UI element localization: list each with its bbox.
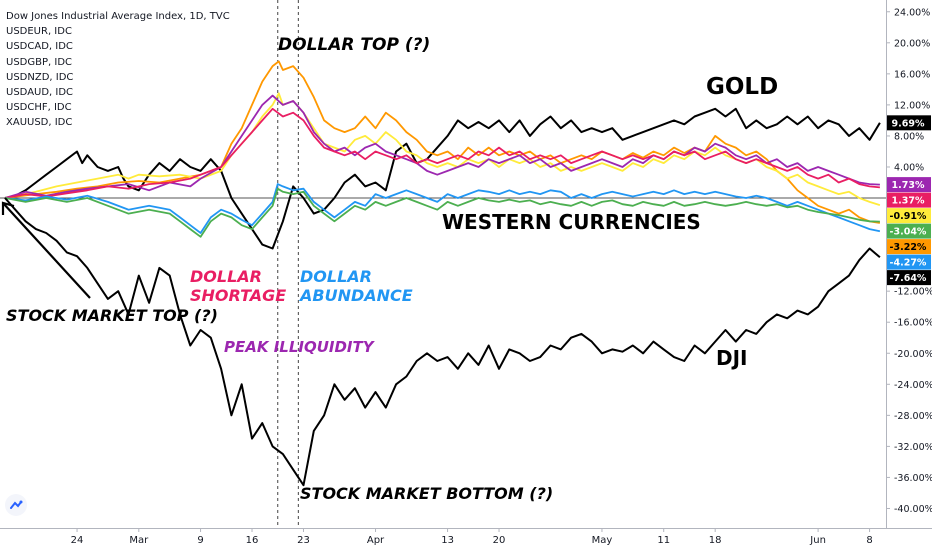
legend-item[interactable]: USDEUR, IDC xyxy=(6,26,72,38)
last-value-text: -7.64% xyxy=(890,273,927,284)
legend-item[interactable]: USDAUD, IDC xyxy=(6,87,74,99)
legend-item[interactable]: USDNZD, IDC xyxy=(6,71,74,83)
y-tick-label: -20.00% xyxy=(894,349,932,360)
x-tick-label: 18 xyxy=(709,535,722,546)
dollar-top-label: DOLLAR TOP (?) xyxy=(278,35,430,55)
gold-label: GOLD xyxy=(706,74,778,100)
last-value-badge xyxy=(887,192,931,208)
x-tick-label: 11 xyxy=(657,535,670,546)
y-tick-label: 20.00% xyxy=(894,38,930,49)
last-value-text: 1.73% xyxy=(892,180,925,191)
x-tick-label: 8 xyxy=(866,535,872,546)
x-tick-label: 20 xyxy=(493,535,506,546)
legend-item[interactable]: USDCAD, IDC xyxy=(6,41,73,53)
price-axis[interactable]: 24.00% 20.00% 16.00% 12.00% 8.00% 4.00% -12.00… xyxy=(886,7,932,515)
last-value-badges: 9.69% 1.73% 1.37% -0.91% -3.04% -3.22% -4.27% -… xyxy=(887,115,931,286)
peak-illiquidity-label: PEAK ILLIQUIDITY xyxy=(224,338,376,356)
y-tick-label: 8.00% xyxy=(894,131,924,142)
series-lines xyxy=(4,60,881,487)
x-tick-label: 23 xyxy=(297,535,310,546)
last-value-text: -0.91% xyxy=(890,211,927,222)
stock-top-arrowhead xyxy=(1,201,15,215)
y-tick-label: -24.00% xyxy=(894,380,932,391)
x-tick-label: Mar xyxy=(129,535,149,546)
y-tick-label: 24.00% xyxy=(894,7,930,18)
series-line xyxy=(4,183,881,234)
y-tick-label: -40.00% xyxy=(894,504,932,515)
y-tick-label: 16.00% xyxy=(894,69,930,80)
x-tick-label: Apr xyxy=(367,535,385,546)
legend-item[interactable]: USDGBP, IDC xyxy=(6,56,72,68)
last-value-badge xyxy=(887,177,931,193)
y-tick-label: -36.00% xyxy=(894,473,932,484)
x-tick-label: 16 xyxy=(246,535,259,546)
last-value-badge xyxy=(887,208,931,224)
y-tick-label: 12.00% xyxy=(894,100,930,111)
legend-item[interactable]: XAUUSD, IDC xyxy=(6,117,73,129)
last-value-badge xyxy=(887,254,931,270)
x-tick-label: May xyxy=(592,535,613,546)
last-value-text: -3.22% xyxy=(890,242,927,253)
last-value-badge xyxy=(887,115,931,131)
y-tick-label: 4.00% xyxy=(894,162,924,173)
x-tick-label: 13 xyxy=(441,535,454,546)
tradingview-logo-icon xyxy=(10,500,23,509)
western-currencies-label: WESTERN CURRENCIES xyxy=(442,210,701,234)
dollar-shortage-line1: DOLLAR xyxy=(190,267,262,286)
x-tick-label: 24 xyxy=(71,535,84,546)
series-line xyxy=(4,107,880,199)
dollar-shortage-line2: SHORTAGE xyxy=(190,286,286,305)
stock-top-arrow xyxy=(2,202,91,299)
x-tick-label: Jun xyxy=(809,535,826,546)
dji-label: DJI xyxy=(716,346,747,370)
last-value-text: 9.69% xyxy=(892,118,925,129)
last-value-badge xyxy=(887,223,931,239)
last-value-text: -4.27% xyxy=(890,258,927,269)
x-tick-label: 9 xyxy=(197,535,203,546)
last-value-badge xyxy=(887,239,931,255)
tradingview-logo[interactable] xyxy=(5,494,27,516)
dollar-abundance-line1: DOLLAR xyxy=(300,267,372,286)
series-line xyxy=(4,187,880,238)
last-value-text: 1.37% xyxy=(892,196,925,207)
stock-market-bottom-label: STOCK MARKET BOTTOM (?) xyxy=(300,484,553,503)
y-tick-label: -28.00% xyxy=(894,411,932,422)
series-line xyxy=(4,94,880,199)
series-legend: Dow Jones Industrial Average Index, 1D, … xyxy=(6,9,230,131)
y-tick-label: -32.00% xyxy=(894,442,932,453)
last-value-badge xyxy=(887,270,931,286)
time-axis[interactable]: 24 Mar 9 16 23 Apr 13 20 May 11 18 Jun 8 xyxy=(71,528,873,546)
legend-item[interactable]: USDCHF, IDC xyxy=(6,102,72,114)
dollar-abundance-line2: ABUNDANCE xyxy=(298,286,413,305)
y-tick-label: -12.00% xyxy=(894,287,932,298)
y-tick-label: -16.00% xyxy=(894,318,932,329)
vertical-markers xyxy=(277,0,299,528)
series-line xyxy=(4,197,881,487)
last-value-text: -3.04% xyxy=(890,227,927,238)
stock-market-top-label: STOCK MARKET TOP (?) xyxy=(6,306,218,325)
legend-item[interactable]: Dow Jones Industrial Average Index, 1D, … xyxy=(6,11,230,22)
